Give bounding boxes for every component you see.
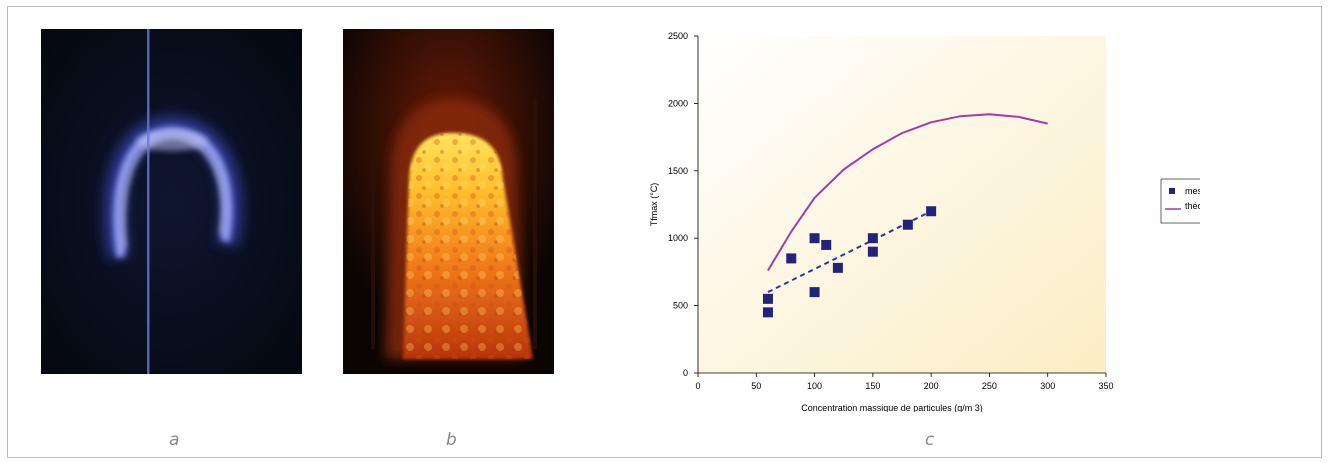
y-tick-label: 500	[673, 301, 688, 311]
x-tick-label: 50	[751, 381, 761, 391]
caption-c: c	[925, 430, 935, 450]
x-tick-label: 300	[1040, 381, 1055, 391]
x-tick-label: 250	[982, 381, 997, 391]
data-point-mesures	[926, 206, 937, 217]
x-axis-title: Concentration massique de particules (g/…	[801, 403, 983, 412]
data-point-mesures	[821, 239, 832, 250]
series-line-theorie	[767, 113, 1048, 272]
caption-a: a	[169, 430, 180, 450]
y-tick-label: 2000	[668, 98, 688, 108]
x-tick-label: 350	[1098, 381, 1113, 391]
data-point-mesures	[809, 287, 820, 298]
data-point-mesures	[832, 262, 843, 273]
legend-box	[1160, 178, 1200, 224]
y-tick-label: 1500	[668, 166, 688, 176]
trend-line	[767, 210, 932, 294]
chart: 0 500 1000 1500 2000 2500 0 50 100 150 200 250 300 35…	[649, 31, 1200, 412]
y-tick-label: 2500	[668, 31, 688, 41]
plot-area	[698, 36, 1106, 373]
y-tick-label: 1000	[668, 233, 688, 243]
caption-b: b	[446, 430, 457, 450]
y-axis-title: Tfmax (°C)	[649, 183, 659, 227]
data-point-mesures	[902, 219, 913, 230]
data-point-mesures	[762, 307, 773, 318]
x-tick-label: 200	[924, 381, 939, 391]
legend-marker-mesures	[1169, 188, 1175, 194]
blue-flame-image	[41, 29, 302, 374]
y-tick-label: 0	[683, 368, 688, 378]
data-point-mesures	[867, 233, 878, 244]
legend: mesures théorie	[1160, 178, 1200, 224]
data-point-mesures	[809, 233, 820, 244]
x-tick-label: 0	[695, 381, 700, 391]
data-point-mesures	[762, 293, 773, 304]
data-point-mesures	[786, 253, 797, 264]
legend-label-theorie: théorie	[1185, 201, 1200, 211]
data-point-mesures	[867, 246, 878, 257]
x-tick-label: 150	[865, 381, 880, 391]
orange-flame-image	[343, 29, 554, 374]
x-tick-label: 100	[807, 381, 822, 391]
legend-label-mesures: mesures	[1185, 186, 1200, 196]
